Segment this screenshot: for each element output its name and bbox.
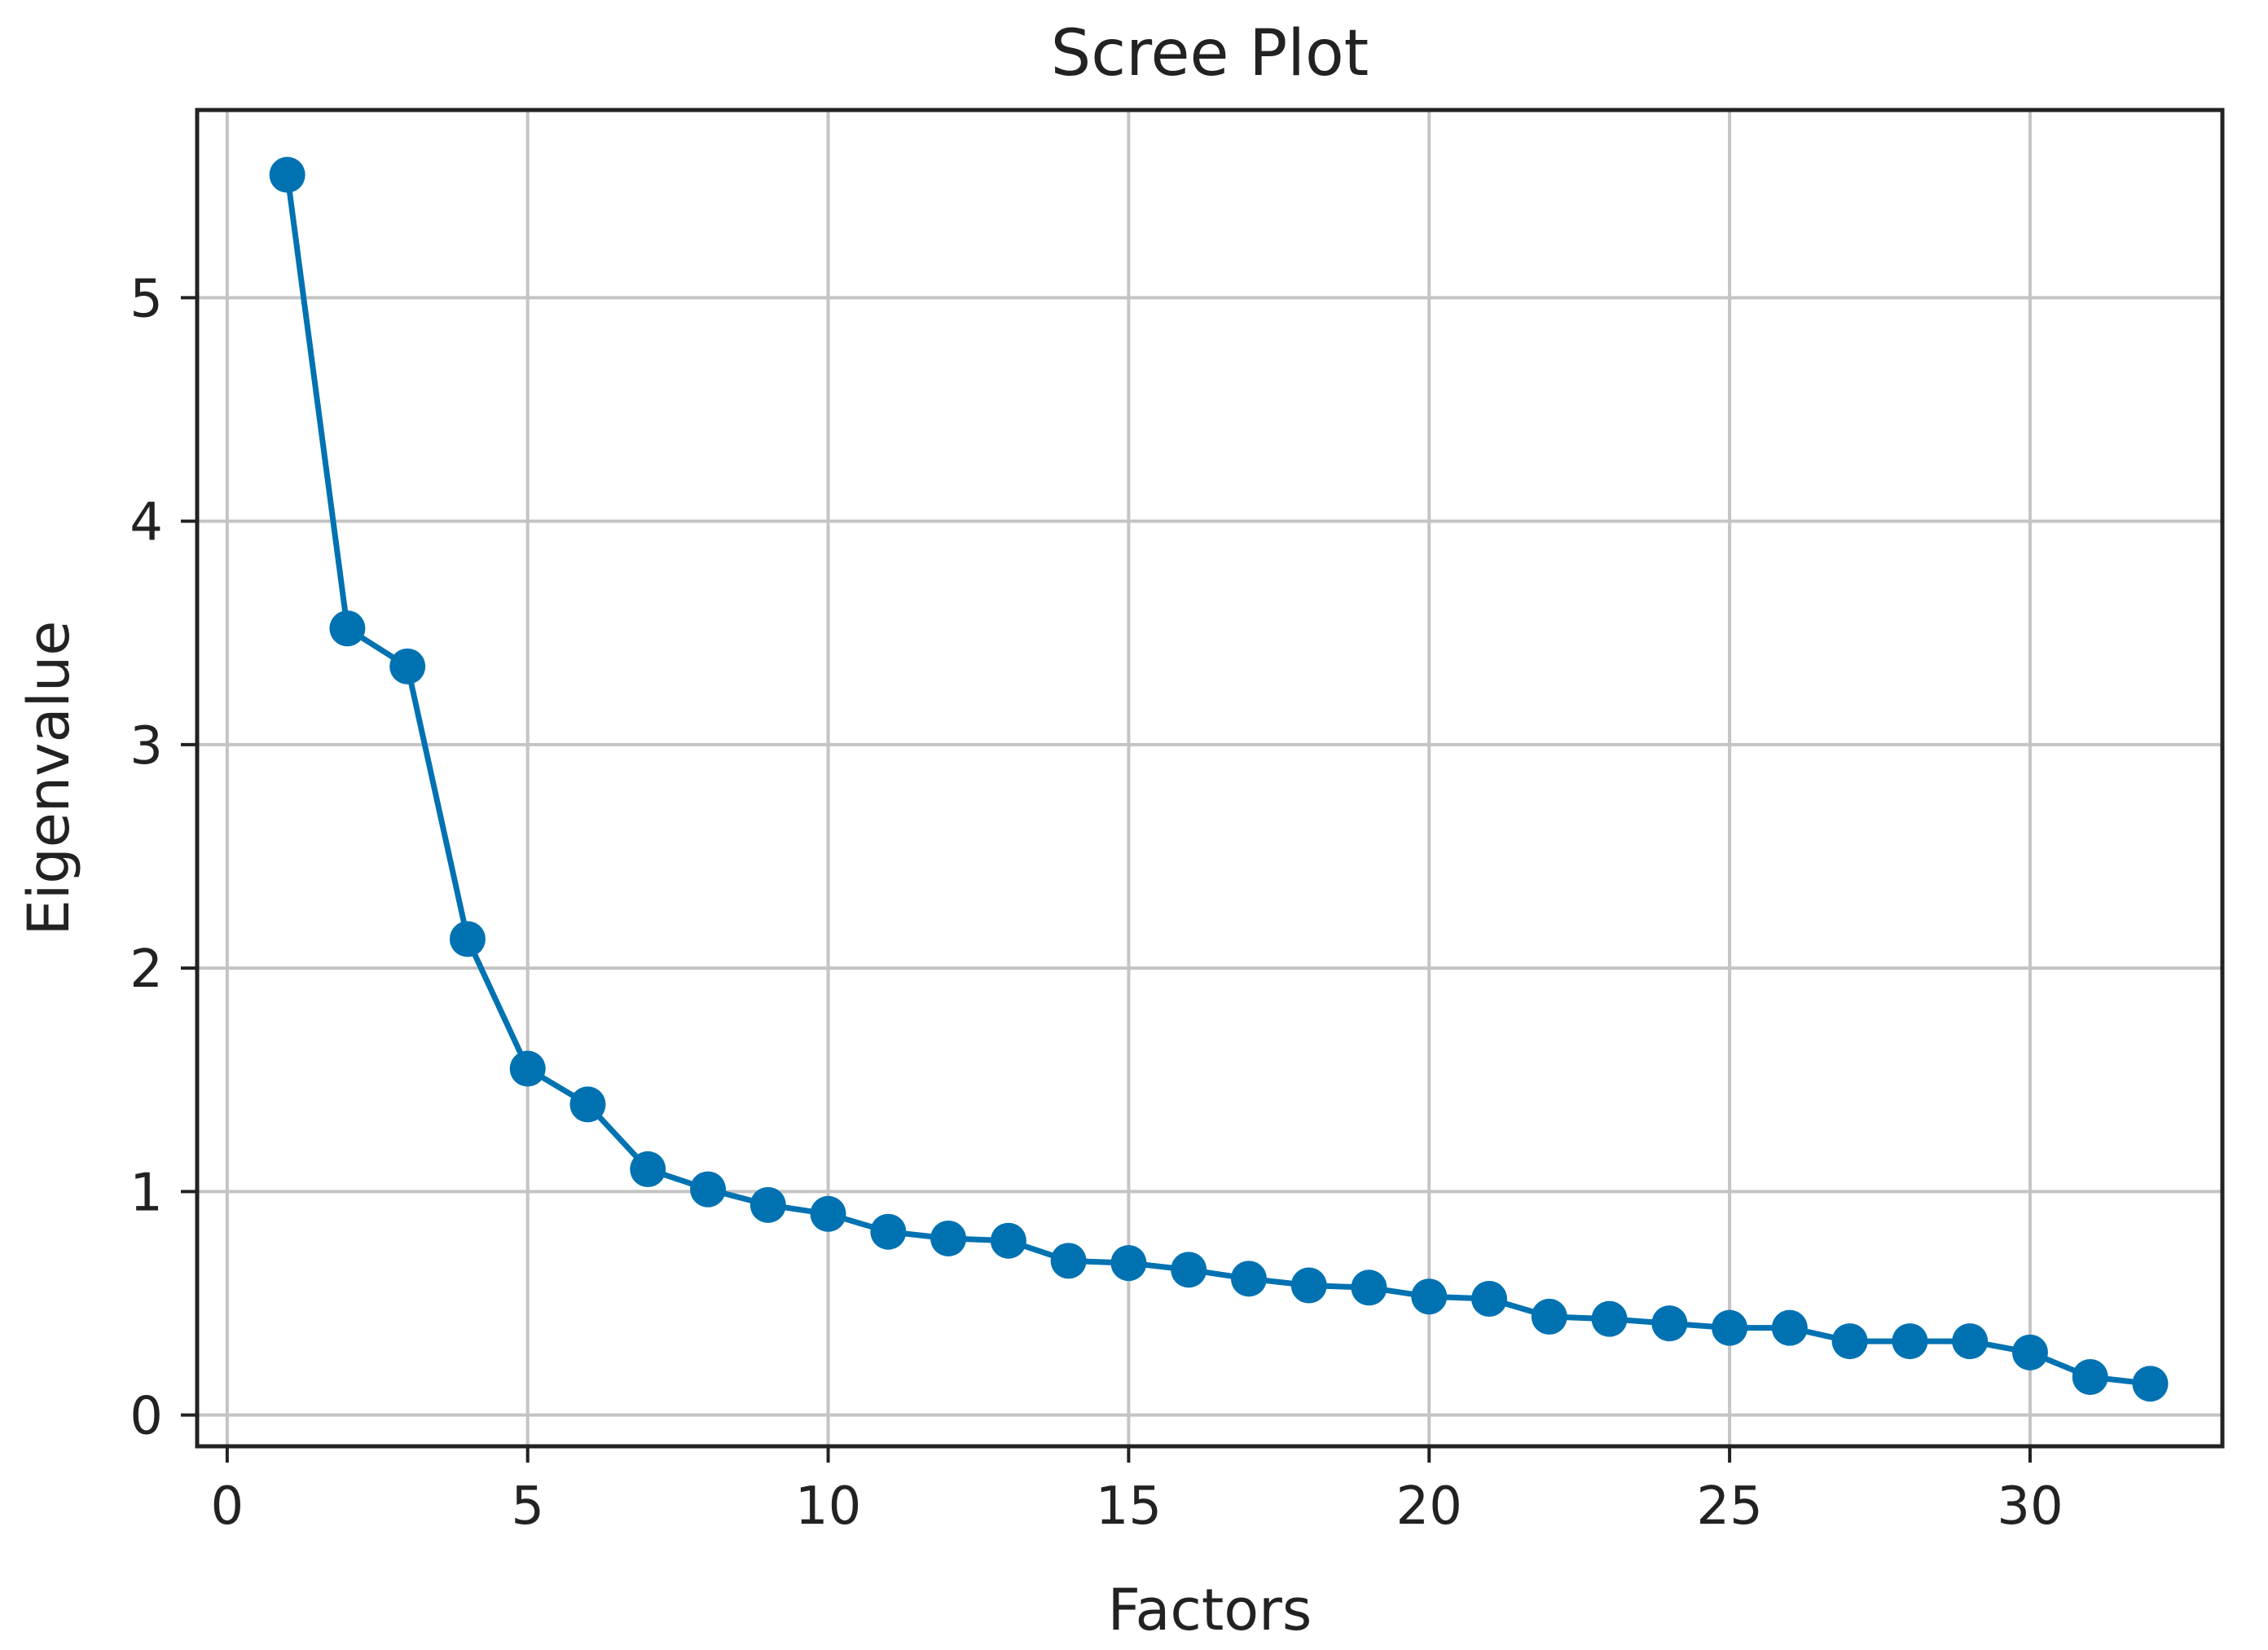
axis-ticks: 0 5 10 15 20 25 30 0 1 2 3 4 5 <box>130 269 2063 1537</box>
data-point <box>749 1186 786 1223</box>
data-point <box>810 1195 846 1232</box>
data-point <box>1171 1252 1207 1288</box>
data-point <box>1110 1245 1147 1282</box>
data-point <box>1712 1309 1748 1346</box>
data-series <box>269 156 2169 1402</box>
data-point <box>1050 1243 1087 1279</box>
data-point <box>2072 1358 2108 1395</box>
x-tick-label: 20 <box>1396 1476 1462 1537</box>
y-axis-label: Eigenvalue <box>15 621 82 936</box>
data-point <box>449 921 486 957</box>
data-point <box>2011 1334 2048 1371</box>
x-tick-label: 30 <box>1997 1476 2063 1537</box>
y-tick-label: 4 <box>130 493 163 553</box>
data-point <box>2132 1366 2169 1402</box>
x-tick-label: 25 <box>1696 1476 1762 1537</box>
y-tick-label: 5 <box>130 269 163 329</box>
data-point <box>870 1213 907 1250</box>
x-tick-label: 15 <box>1096 1476 1162 1537</box>
y-tick-label: 2 <box>130 939 163 1000</box>
plot-area-frame <box>195 108 2225 1449</box>
data-point <box>990 1222 1026 1259</box>
data-point <box>389 648 426 684</box>
data-point <box>1531 1298 1567 1335</box>
x-tick-label: 5 <box>511 1476 544 1537</box>
data-point <box>1952 1323 1989 1360</box>
data-point <box>930 1220 967 1256</box>
y-tick-label: 3 <box>130 716 163 777</box>
data-point <box>269 156 305 193</box>
data-point <box>1651 1305 1688 1342</box>
data-point <box>329 610 366 647</box>
data-point <box>1892 1323 1928 1360</box>
data-point <box>1591 1300 1628 1337</box>
data-point <box>1411 1278 1448 1315</box>
data-point <box>690 1171 727 1208</box>
series-line <box>284 174 2151 1387</box>
data-point <box>1351 1269 1387 1306</box>
data-point <box>1471 1280 1508 1317</box>
data-point <box>1230 1261 1267 1297</box>
x-tick-label: 10 <box>795 1476 861 1537</box>
data-point <box>1290 1267 1327 1304</box>
data-point <box>569 1086 606 1123</box>
data-point <box>630 1151 666 1187</box>
data-point <box>1771 1309 1808 1346</box>
x-axis-label: Factors <box>1108 1577 1312 1643</box>
y-tick-label: 1 <box>130 1163 163 1223</box>
data-point <box>509 1050 546 1087</box>
chart-title: Scree Plot <box>1051 17 1369 90</box>
grid-lines <box>197 110 2222 1446</box>
x-tick-label: 0 <box>211 1476 244 1537</box>
data-point <box>1831 1323 1868 1360</box>
y-tick-label: 0 <box>130 1387 163 1447</box>
